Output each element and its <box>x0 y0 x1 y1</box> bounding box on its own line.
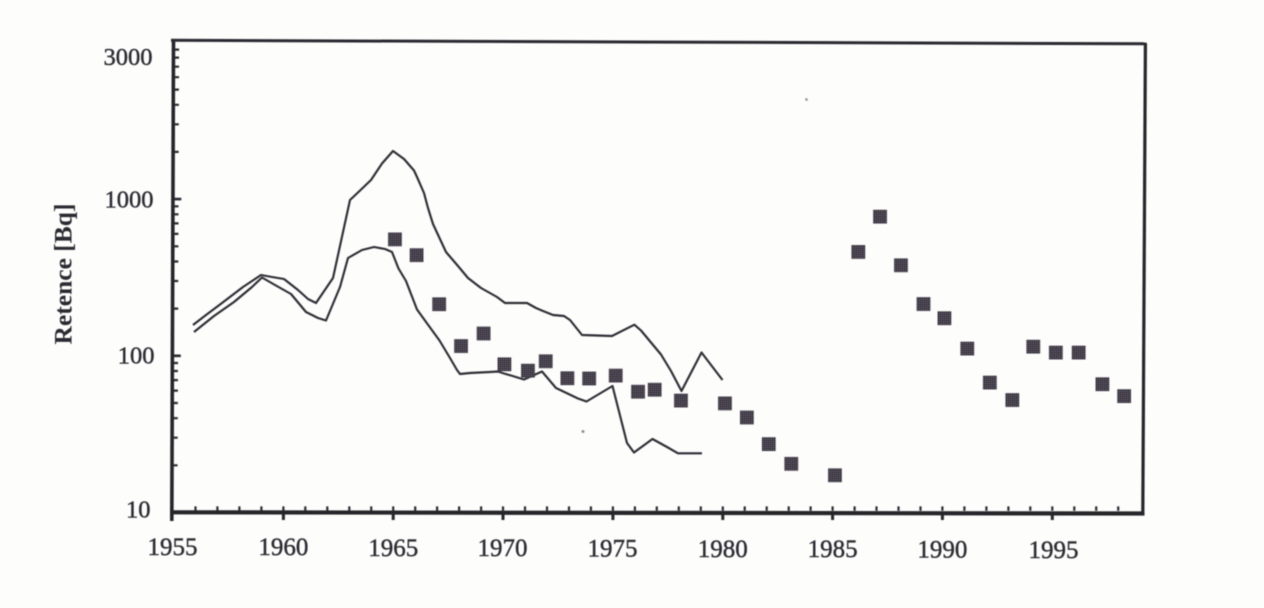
svg-text:10: 10 <box>126 497 151 524</box>
svg-text:100: 100 <box>118 343 155 370</box>
svg-text:Retence [Bq]: Retence [Bq] <box>49 204 78 345</box>
svg-text:1970: 1970 <box>478 535 528 562</box>
svg-text:1960: 1960 <box>258 534 308 561</box>
svg-text:1985: 1985 <box>808 536 858 563</box>
svg-text:3000: 3000 <box>104 44 153 71</box>
svg-text:1000: 1000 <box>105 187 154 214</box>
svg-text:1955: 1955 <box>148 534 198 561</box>
svg-text:1980: 1980 <box>698 536 748 563</box>
svg-text:1975: 1975 <box>588 536 638 563</box>
svg-text:1990: 1990 <box>917 537 967 564</box>
svg-text:1995: 1995 <box>1029 537 1079 564</box>
svg-text:1965: 1965 <box>368 535 418 562</box>
